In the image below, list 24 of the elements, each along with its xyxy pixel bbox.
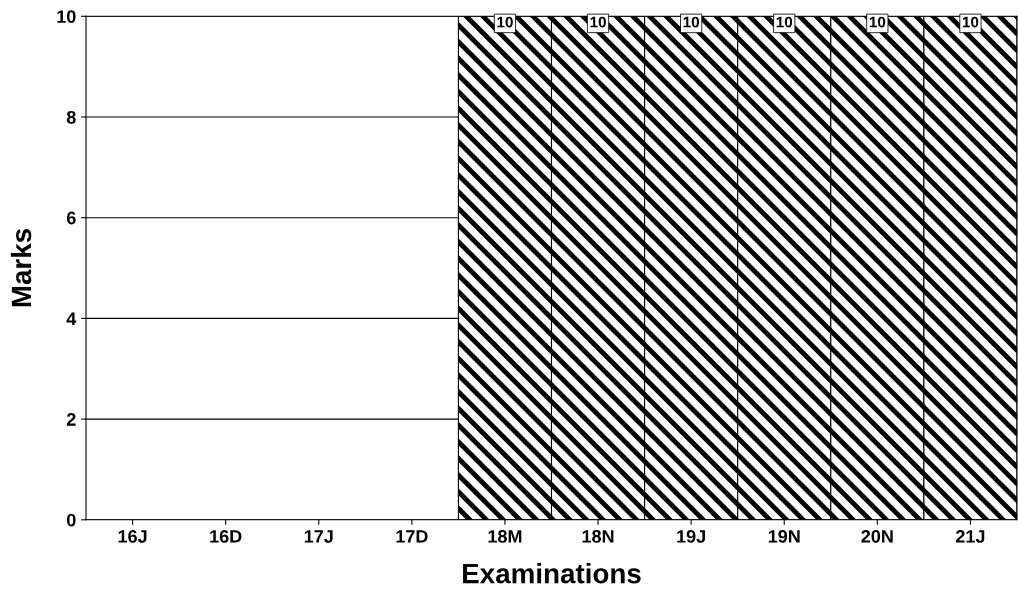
x-tick-label: 17J: [304, 530, 333, 543]
x-axis-title: Examinations: [463, 563, 641, 584]
x-tick-label: 19J: [677, 529, 705, 543]
y-tick-label: 10: [57, 10, 76, 23]
x-tick-label: 16D: [210, 529, 242, 543]
y-axis-title: Marks: [10, 229, 32, 307]
data-label: 10: [869, 16, 886, 28]
x-tick-label: 20N: [861, 529, 893, 543]
x-tick-label: 19N: [768, 529, 800, 543]
data-label: 10: [497, 16, 513, 28]
x-tick-label: 18M: [488, 529, 522, 543]
y-tick-label: 8: [66, 110, 76, 124]
y-tick-label: 4: [66, 312, 77, 325]
x-tick-label: 18N: [582, 529, 614, 543]
data-label: 10: [590, 16, 606, 28]
x-tick-label: 21J: [956, 529, 985, 543]
y-tick-label: 0: [66, 513, 76, 527]
x-tick-label: 17D: [396, 530, 428, 543]
data-label: 10: [776, 16, 793, 28]
y-tick-label: 2: [66, 413, 76, 426]
data-label: 10: [683, 16, 700, 28]
data-label: 10: [962, 16, 979, 28]
y-tick-label: 6: [66, 211, 76, 225]
x-tick-label: 16J: [118, 529, 147, 543]
